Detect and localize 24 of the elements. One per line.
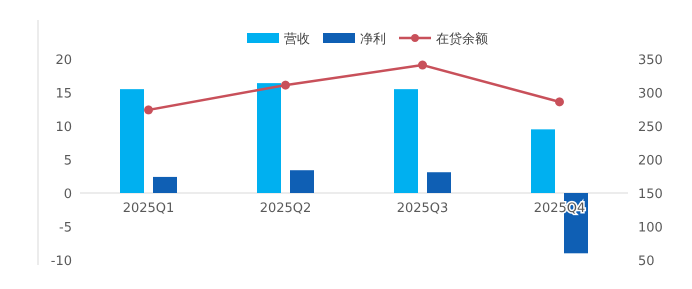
y-tick-label: 5 [64, 154, 72, 168]
legend-label: 在贷余额 [436, 32, 488, 47]
y-tick-label: -10 [50, 254, 72, 269]
point [281, 80, 290, 90]
y-tick-label: 15 [55, 86, 72, 102]
y-tick-label: 0 [64, 187, 72, 202]
x-tick-label: 2025Q3 [396, 201, 448, 216]
point [418, 60, 427, 70]
y2-tick-label: 350 [638, 53, 663, 68]
y2-tick-label: 300 [638, 86, 663, 102]
x-tick-label: 2025Q2 [260, 201, 312, 216]
y-tick-label: 20 [55, 53, 72, 68]
y2-tick-label: 100 [638, 220, 663, 236]
legend-label: 营收 [284, 32, 310, 47]
point [144, 105, 153, 114]
y2-tick-label: 50 [638, 254, 655, 269]
y2-tick-label: 250 [638, 120, 663, 135]
y-tick-label: -5 [59, 220, 72, 236]
legend-label: 净利 [360, 32, 386, 47]
point [555, 97, 564, 106]
y-tick-label: 10 [55, 120, 72, 135]
y2-tick-label: 150 [638, 187, 663, 202]
x-tick-label: 2025Q1 [122, 201, 174, 216]
y2-tick-label: 200 [638, 154, 663, 168]
